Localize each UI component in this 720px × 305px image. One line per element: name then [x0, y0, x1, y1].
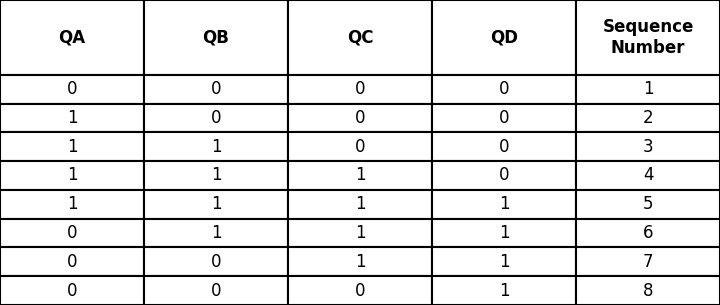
Bar: [576, 219, 720, 247]
Bar: [144, 75, 288, 103]
Bar: [576, 103, 720, 132]
Text: 1: 1: [499, 253, 509, 271]
Bar: [0, 161, 144, 190]
Text: 1: 1: [67, 167, 77, 185]
Bar: [0, 0, 144, 75]
Text: 1: 1: [67, 109, 77, 127]
Bar: [432, 247, 576, 276]
Bar: [432, 276, 576, 305]
Text: 0: 0: [67, 80, 77, 98]
Bar: [432, 219, 576, 247]
Text: 1: 1: [355, 167, 365, 185]
Text: 0: 0: [499, 167, 509, 185]
Bar: [288, 219, 432, 247]
Bar: [144, 103, 288, 132]
Text: 5: 5: [643, 195, 653, 213]
Bar: [0, 75, 144, 103]
Bar: [0, 276, 144, 305]
Text: 0: 0: [67, 253, 77, 271]
Text: QC: QC: [347, 28, 373, 46]
Text: 0: 0: [211, 282, 221, 300]
Bar: [144, 276, 288, 305]
Bar: [576, 276, 720, 305]
Bar: [432, 75, 576, 103]
Text: 1: 1: [499, 282, 509, 300]
Text: 0: 0: [211, 253, 221, 271]
Bar: [432, 132, 576, 161]
Text: 1: 1: [355, 195, 365, 213]
Text: 0: 0: [499, 138, 509, 156]
Text: 0: 0: [211, 80, 221, 98]
Text: 1: 1: [499, 195, 509, 213]
Bar: [432, 103, 576, 132]
Text: QD: QD: [490, 28, 518, 46]
Text: 1: 1: [67, 195, 77, 213]
Text: QB: QB: [202, 28, 230, 46]
Text: 0: 0: [67, 282, 77, 300]
Text: 0: 0: [67, 224, 77, 242]
Text: 4: 4: [643, 167, 653, 185]
Text: 1: 1: [355, 253, 365, 271]
Text: Sequence
Number: Sequence Number: [603, 18, 693, 57]
Text: 3: 3: [643, 138, 653, 156]
Bar: [576, 75, 720, 103]
Bar: [288, 247, 432, 276]
Bar: [0, 190, 144, 219]
Bar: [576, 132, 720, 161]
Text: 0: 0: [211, 109, 221, 127]
Bar: [432, 0, 576, 75]
Bar: [576, 161, 720, 190]
Text: QA: QA: [58, 28, 86, 46]
Bar: [144, 0, 288, 75]
Text: 1: 1: [499, 224, 509, 242]
Bar: [0, 247, 144, 276]
Bar: [144, 161, 288, 190]
Bar: [288, 161, 432, 190]
Text: 0: 0: [499, 109, 509, 127]
Bar: [0, 219, 144, 247]
Text: 1: 1: [355, 224, 365, 242]
Bar: [0, 132, 144, 161]
Text: 0: 0: [355, 80, 365, 98]
Bar: [432, 161, 576, 190]
Text: 1: 1: [211, 167, 221, 185]
Bar: [288, 132, 432, 161]
Bar: [576, 0, 720, 75]
Text: 8: 8: [643, 282, 653, 300]
Bar: [576, 247, 720, 276]
Bar: [288, 0, 432, 75]
Bar: [288, 75, 432, 103]
Text: 7: 7: [643, 253, 653, 271]
Text: 1: 1: [67, 138, 77, 156]
Text: 0: 0: [355, 282, 365, 300]
Text: 0: 0: [499, 80, 509, 98]
Bar: [144, 132, 288, 161]
Text: 2: 2: [643, 109, 653, 127]
Bar: [144, 190, 288, 219]
Bar: [576, 190, 720, 219]
Bar: [288, 103, 432, 132]
Text: 1: 1: [211, 138, 221, 156]
Bar: [288, 276, 432, 305]
Text: 6: 6: [643, 224, 653, 242]
Bar: [144, 219, 288, 247]
Text: 0: 0: [355, 109, 365, 127]
Bar: [288, 190, 432, 219]
Bar: [432, 190, 576, 219]
Text: 1: 1: [211, 195, 221, 213]
Bar: [144, 247, 288, 276]
Bar: [0, 103, 144, 132]
Text: 0: 0: [355, 138, 365, 156]
Text: 1: 1: [643, 80, 653, 98]
Text: 1: 1: [211, 224, 221, 242]
